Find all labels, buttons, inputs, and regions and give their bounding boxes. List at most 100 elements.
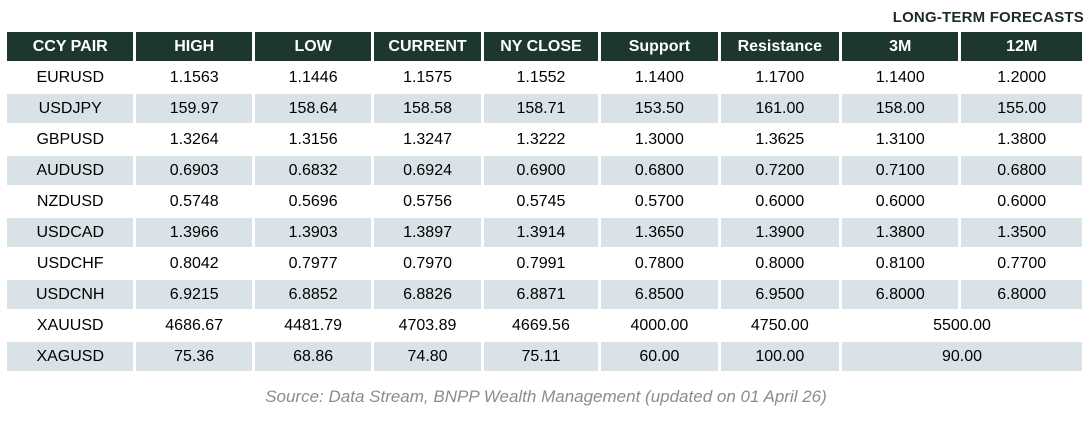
- value-cell: 1.1446: [288, 68, 338, 86]
- value-cell: 1.3500: [961, 218, 1082, 247]
- table-row-xagusd: XAGUSD 75.36 68.86 74.80 75.11 60.00 100.00 90.…: [7, 342, 1082, 371]
- table-row-usdcnh: USDCNH 6.9215 6.8852 6.8826 6.8871 6.8500 6.95…: [7, 280, 1082, 309]
- value-cell: 1.3100: [875, 130, 925, 148]
- ccy-pair-cell: AUDUSD: [7, 156, 134, 185]
- value-cell: 6.8871: [483, 280, 599, 309]
- value-cell: 0.6800: [601, 156, 718, 185]
- table-row-audusd: AUDUSD 0.6903 0.6832 0.6924 0.6900 0.6800 0.72…: [7, 156, 1082, 185]
- value-cell: 0.5700: [634, 192, 684, 210]
- value-cell: 6.9215: [136, 280, 252, 309]
- ccy-pair-cell: EURUSD: [36, 68, 105, 86]
- value-cell: 0.8100: [875, 254, 925, 272]
- column-header-resistance: Resistance: [720, 32, 840, 61]
- value-cell: 0.7800: [634, 254, 684, 272]
- value-cell: 0.7970: [403, 254, 452, 272]
- value-cell: 1.3156: [288, 130, 338, 148]
- value-cell: 4481.79: [284, 316, 343, 334]
- value-cell: 1.1400: [634, 68, 684, 86]
- table-body: EURUSD 1.1563 1.1446 1.1575 1.1552 1.1400 1.17…: [7, 63, 1082, 371]
- value-cell: 0.7100: [842, 156, 959, 185]
- column-header-support: Support: [601, 32, 718, 61]
- value-cell: 1.3222: [516, 130, 566, 148]
- value-cell: 6.8000: [961, 280, 1082, 309]
- value-cell: 0.6000: [755, 192, 805, 210]
- value-cell: 4669.56: [512, 316, 570, 334]
- value-cell: 4703.89: [398, 316, 457, 334]
- value-cell: 1.3000: [634, 130, 684, 148]
- table-row-usdchf: USDCHF 0.8042 0.7977 0.7970 0.7991 0.7800 0.80…: [7, 249, 1082, 278]
- value-cell: 100.00: [720, 342, 840, 371]
- table-row-eurusd: EURUSD 1.1563 1.1446 1.1575 1.1552 1.1400 1.17…: [7, 63, 1082, 92]
- value-cell: 1.3800: [997, 130, 1047, 148]
- header-row: CCY PAIR HIGH LOW CURRENT NY CLOSE Support Res…: [7, 32, 1082, 61]
- value-cell: 0.6924: [374, 156, 481, 185]
- value-cell: 1.1575: [403, 68, 452, 86]
- value-cell: 0.6832: [254, 156, 372, 185]
- value-cell: 161.00: [720, 94, 840, 123]
- value-cell: 1.1700: [755, 68, 805, 86]
- column-header-3m: 3M: [842, 32, 959, 61]
- value-cell: 6.8000: [842, 280, 959, 309]
- column-header-ccy-pair: CCY PAIR: [7, 32, 134, 61]
- value-cell: 6.8826: [374, 280, 481, 309]
- value-cell: 0.5748: [169, 192, 219, 210]
- value-cell: 0.6900: [483, 156, 599, 185]
- value-cell: 1.3903: [254, 218, 372, 247]
- value-cell: 0.6903: [136, 156, 252, 185]
- value-cell: 0.5745: [516, 192, 566, 210]
- value-cell: 5500.00: [933, 316, 991, 334]
- value-cell: 153.50: [601, 94, 718, 123]
- value-cell: 6.9500: [720, 280, 840, 309]
- value-cell: 158.64: [254, 94, 372, 123]
- value-cell: 1.3264: [169, 130, 219, 148]
- value-cell: 4686.67: [165, 316, 224, 334]
- value-cell: 1.3650: [601, 218, 718, 247]
- value-cell: 60.00: [601, 342, 718, 371]
- value-cell: 1.3897: [374, 218, 481, 247]
- value-cell: 0.5756: [403, 192, 452, 210]
- column-header-high: HIGH: [136, 32, 252, 61]
- column-header-ny-close: NY CLOSE: [483, 32, 599, 61]
- value-cell: 158.00: [842, 94, 959, 123]
- value-cell: 1.1563: [169, 68, 219, 86]
- page-title: LONG-TERM FORECASTS: [892, 9, 1084, 26]
- forecast-table: CCY PAIR HIGH LOW CURRENT NY CLOSE Support Res…: [4, 30, 1085, 373]
- value-cell: 1.3900: [720, 218, 840, 247]
- table-row-usdjpy: USDJPY 159.97 158.64 158.58 158.71 153.50 161.…: [7, 94, 1082, 123]
- ccy-pair-cell: GBPUSD: [36, 130, 105, 148]
- value-cell: 0.6800: [961, 156, 1082, 185]
- title-row: LONG-TERM FORECASTS: [0, 0, 1092, 30]
- value-cell: 75.11: [483, 342, 599, 371]
- table-row-usdcad: USDCAD 1.3966 1.3903 1.3897 1.3914 1.3650 1.39…: [7, 218, 1082, 247]
- value-cell: 1.1552: [516, 68, 566, 86]
- value-cell: 158.58: [374, 94, 481, 123]
- value-cell: 159.97: [136, 94, 252, 123]
- ccy-pair-cell: XAGUSD: [7, 342, 134, 371]
- table-row-xauusd: XAUUSD 4686.67 4481.79 4703.89 4669.56 4000.0…: [7, 311, 1082, 340]
- value-cell: 6.8500: [601, 280, 718, 309]
- column-header-12m: 12M: [961, 32, 1082, 61]
- value-cell: 1.3625: [755, 130, 805, 148]
- ccy-pair-cell: USDCHF: [36, 254, 104, 272]
- value-cell: 0.6000: [997, 192, 1047, 210]
- table-row-nzdusd: NZDUSD 0.5748 0.5696 0.5756 0.5745 0.5700 0.60…: [7, 187, 1082, 216]
- column-header-current: CURRENT: [374, 32, 481, 61]
- value-cell: 0.8000: [755, 254, 805, 272]
- value-cell: 0.7991: [516, 254, 566, 272]
- value-cell: 0.7200: [720, 156, 840, 185]
- value-cell: 1.2000: [997, 68, 1047, 86]
- value-cell: 90.00: [842, 342, 1082, 371]
- value-cell: 74.80: [374, 342, 481, 371]
- ccy-pair-cell: USDCNH: [7, 280, 134, 309]
- value-cell: 1.3247: [403, 130, 452, 148]
- table-row-gbpusd: GBPUSD 1.3264 1.3156 1.3247 1.3222 1.3000 1.36…: [7, 125, 1082, 154]
- value-cell: 75.36: [136, 342, 252, 371]
- value-cell: 1.3914: [483, 218, 599, 247]
- value-cell: 0.7977: [288, 254, 338, 272]
- ccy-pair-cell: USDJPY: [7, 94, 134, 123]
- value-cell: 0.8042: [169, 254, 219, 272]
- value-cell: 0.5696: [288, 192, 338, 210]
- value-cell: 158.71: [483, 94, 599, 123]
- value-cell: 155.00: [961, 94, 1082, 123]
